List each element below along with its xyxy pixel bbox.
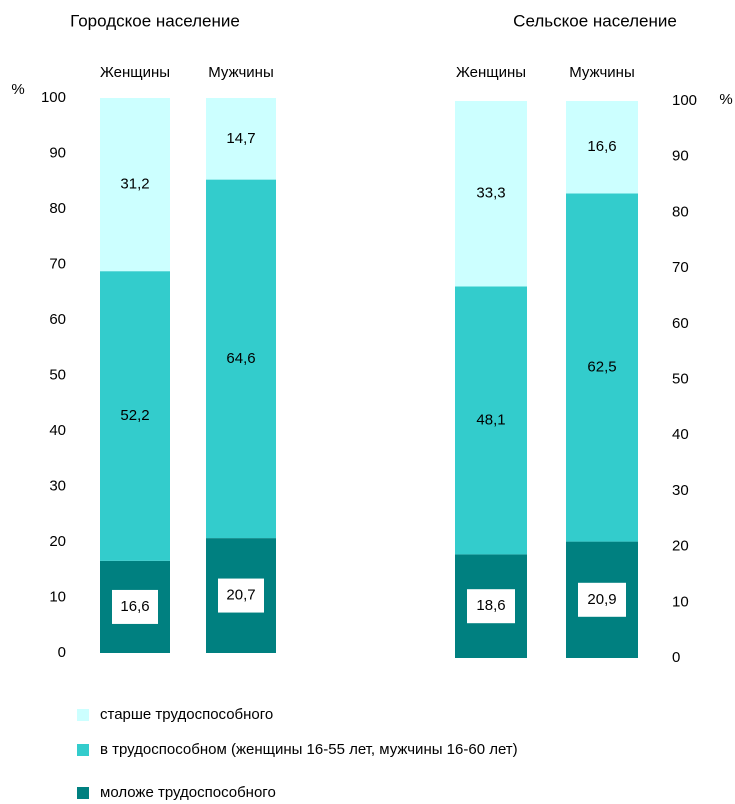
data-label: 31,2 [120, 176, 149, 193]
x-tick-label: Женщины [456, 64, 526, 81]
legend-label: старше трудоспособного [100, 706, 273, 723]
data-label: 52,2 [120, 407, 149, 424]
y-tick-label: 100 [41, 89, 66, 106]
y-tick-label: 10 [672, 593, 689, 610]
bar-segment [455, 286, 527, 555]
data-label: 62,5 [587, 358, 616, 375]
y-tick-label: 80 [49, 200, 66, 217]
bar-segment [455, 101, 527, 287]
y-tick-label: 60 [49, 311, 66, 328]
y-tick-label: 80 [672, 203, 689, 220]
label-box [467, 589, 515, 624]
y-tick-label: 30 [672, 482, 689, 499]
bar-segment [206, 98, 276, 180]
legend-swatch [77, 744, 89, 756]
y-tick-label: 90 [672, 148, 689, 165]
data-label: 16,6 [587, 138, 616, 155]
x-tick-label: Мужчины [569, 64, 634, 81]
y-tick-label: 50 [672, 370, 689, 387]
data-label: 20,9 [587, 591, 616, 608]
y-tick-label: 40 [49, 422, 66, 439]
y-tick-label: 0 [672, 649, 680, 666]
y-tick-label: 0 [58, 644, 66, 661]
legend-swatch [77, 709, 89, 721]
label-box [218, 578, 264, 613]
x-tick-label: Мужчины [208, 64, 273, 81]
data-label: 64,6 [226, 350, 255, 367]
y-tick-label: 70 [672, 259, 689, 276]
bar-segment [566, 101, 638, 194]
legend-label: в трудоспособном (женщины 16-55 лет, муж… [100, 741, 518, 758]
bar-segment [100, 271, 170, 561]
y-tick-label: 20 [49, 533, 66, 550]
data-label: 18,6 [476, 597, 505, 614]
data-label: 48,1 [476, 411, 505, 428]
legend-swatch [77, 787, 89, 799]
y-axis-label: % [719, 91, 732, 108]
y-tick-label: 90 [49, 144, 66, 161]
chart-title: Сельское население [513, 11, 677, 30]
y-tick-label: 50 [49, 366, 66, 383]
data-label: 14,7 [226, 130, 255, 147]
y-tick-label: 40 [672, 426, 689, 443]
y-axis-label: % [11, 81, 24, 98]
bar-segment [100, 98, 170, 272]
label-box [112, 589, 158, 624]
chart-title: Городское население [70, 11, 240, 30]
y-tick-label: 20 [672, 538, 689, 555]
legend-label: моложе трудоспособного [100, 784, 276, 801]
y-tick-label: 30 [49, 477, 66, 494]
data-label: 16,6 [120, 598, 149, 615]
y-tick-label: 10 [49, 588, 66, 605]
y-tick-label: 70 [49, 255, 66, 272]
x-tick-label: Женщины [100, 64, 170, 81]
bar-segment [206, 179, 276, 539]
bar-segment [566, 193, 638, 542]
y-tick-label: 60 [672, 315, 689, 332]
data-label: 20,7 [226, 587, 255, 604]
label-box [578, 582, 626, 617]
data-label: 33,3 [476, 185, 505, 202]
y-tick-label: 100 [672, 92, 697, 109]
